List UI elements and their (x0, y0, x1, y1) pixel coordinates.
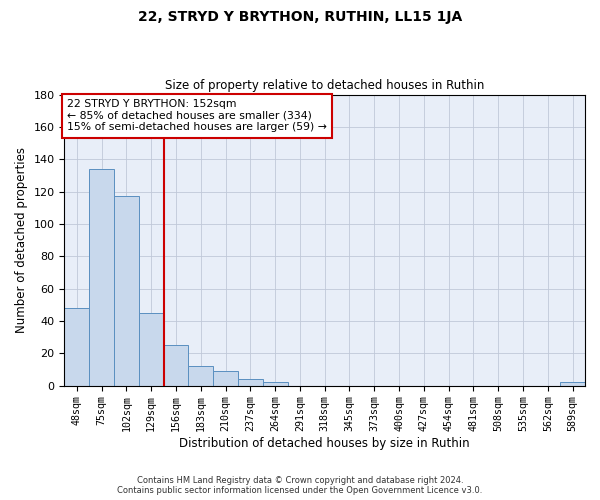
Bar (213, 371, 238, 386)
Bar (263, 382, 287, 386)
Bar (64, 308, 89, 386)
X-axis label: Distribution of detached houses by size in Ruthin: Distribution of detached houses by size … (179, 437, 470, 450)
Text: 22, STRYD Y BRYTHON, RUTHIN, LL15 1JA: 22, STRYD Y BRYTHON, RUTHIN, LL15 1JA (138, 10, 462, 24)
Bar (164, 346, 188, 386)
Bar (560, 382, 585, 386)
Title: Size of property relative to detached houses in Ruthin: Size of property relative to detached ho… (165, 79, 484, 92)
Text: 22 STRYD Y BRYTHON: 152sqm
← 85% of detached houses are smaller (334)
15% of sem: 22 STRYD Y BRYTHON: 152sqm ← 85% of deta… (67, 99, 327, 132)
Bar (114, 196, 139, 386)
Y-axis label: Number of detached properties: Number of detached properties (15, 147, 28, 333)
Bar (188, 366, 213, 386)
Bar (238, 380, 263, 386)
Bar (89, 169, 114, 386)
Bar (139, 313, 164, 386)
Text: Contains HM Land Registry data © Crown copyright and database right 2024.
Contai: Contains HM Land Registry data © Crown c… (118, 476, 482, 495)
